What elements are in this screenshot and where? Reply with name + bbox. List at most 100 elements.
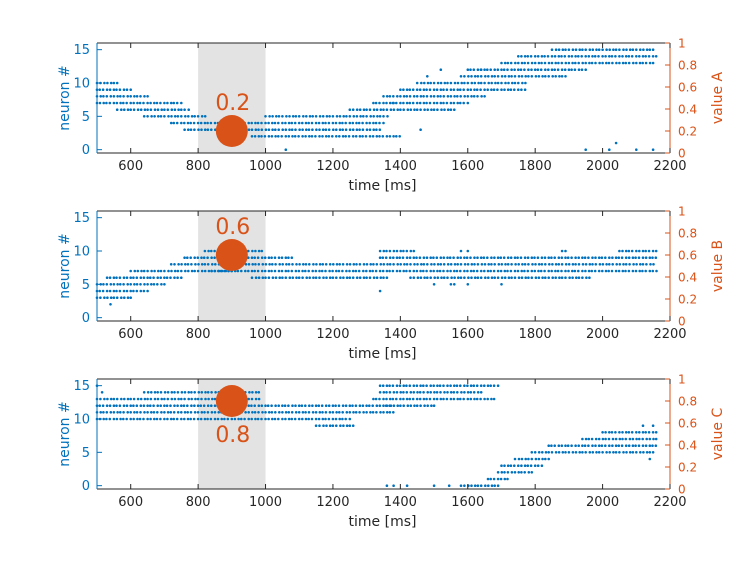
spike-point [295,263,298,266]
spike-point [541,457,544,461]
spike-point [287,135,291,138]
spike-point [193,269,196,273]
spike-point [402,88,405,91]
spike-point [583,444,587,448]
spike-point [153,101,156,105]
spike-point [125,101,128,105]
spike-point [628,48,632,51]
spike-point [284,256,288,260]
spike-point [382,95,385,98]
spike-point [365,108,368,111]
spike-point [627,55,631,58]
spike-point [170,391,174,394]
spike-point [492,477,496,481]
spike-point [331,115,335,118]
spike-point [614,444,618,448]
spike-point [519,256,523,260]
spike-point [166,391,170,394]
spike-point [150,115,153,118]
spike-point [244,269,247,273]
value-marker-label: 0.8 [215,423,250,448]
spike-point [503,471,506,474]
spike-point [293,135,297,138]
spike-point [281,417,284,421]
spike-band [378,249,416,253]
spike-point [554,263,558,266]
spike-point [463,263,467,266]
x-axis-label: time [ms] [349,178,417,194]
spike-point [425,269,428,273]
spike-point [271,276,275,280]
spike-point [314,276,318,280]
spike-point [601,451,604,454]
spike-point [182,404,186,408]
spike-point [496,471,500,474]
spike-point [123,108,126,111]
spike-point [348,108,352,111]
spike-point [250,417,253,421]
spike-point [496,256,500,260]
spike-point [143,411,146,414]
spike-point [284,411,288,414]
spike-point [529,55,533,58]
spike-point [479,269,483,273]
spike-point [290,411,294,414]
spike-point [426,391,430,394]
spike-point [264,128,268,131]
spike-point [166,108,170,111]
spike-point [438,384,442,388]
spike-point [375,411,378,414]
spike-point [588,451,592,454]
spike-point [173,269,177,273]
spike-point [648,451,652,454]
spike-point [206,128,210,131]
spike-point [648,48,652,51]
spike-point [157,115,160,118]
spike-point [644,61,648,65]
spike-point [200,263,204,266]
spike-point [608,444,611,448]
spike-point [325,424,328,428]
spike-point [310,121,314,125]
spike-point [456,95,459,98]
spike-point [338,411,341,414]
spike-point [129,296,132,300]
spike-point [298,128,301,131]
spike-point [408,101,412,105]
spike-point [160,283,163,286]
spike-point [622,263,625,266]
spike-point [571,269,574,273]
spike-point [564,444,567,448]
spike-point [250,135,254,138]
spike-point [392,404,396,408]
spike-point [321,121,325,125]
spike-point [503,477,507,481]
spike-point [189,417,192,421]
spike-point [463,256,466,260]
spike-point [487,484,490,488]
spike-point [146,404,149,408]
spike-point [591,444,594,448]
spike-point [509,256,513,260]
spike-point [492,384,496,388]
spike-point [614,437,618,441]
spike-point [564,48,567,51]
spike-point [284,121,287,125]
spike-point [280,269,284,273]
spike-point [314,424,318,428]
spike-point [396,404,400,408]
spike-point [577,263,581,266]
spike-point [392,95,395,98]
spike-point [432,108,436,111]
spike-point [574,256,577,260]
spike-point [196,397,200,401]
spike-point [486,88,490,91]
spike-point [506,477,509,481]
spike-point [581,276,584,280]
spike-point [527,276,530,280]
spike-point [294,411,298,414]
spike-point [513,256,517,260]
spike-point [456,397,460,401]
spike-point [193,128,196,131]
spike-point [557,256,561,260]
